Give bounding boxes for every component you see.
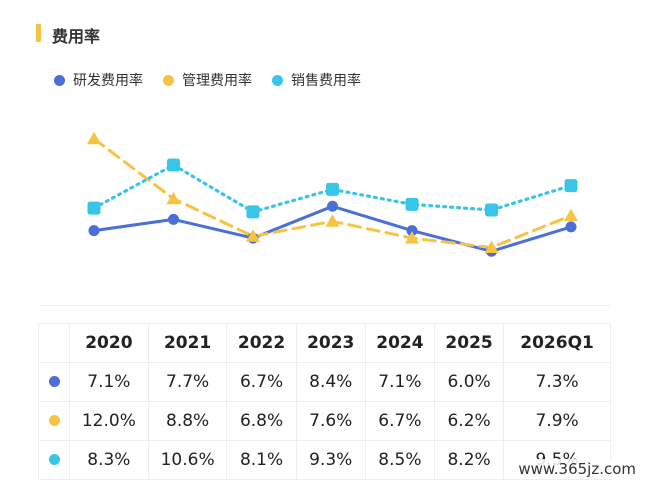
title-accent-bar <box>36 24 41 42</box>
series-0-point-1 <box>168 213 179 225</box>
series-0-point-0 <box>88 225 100 237</box>
table-cell: 10.6% <box>147 440 228 480</box>
series-2-point-5 <box>485 203 498 217</box>
table-row: 12.0% 8.8% 6.8% 7.6% 6.7% 6.2% 7.9% <box>38 401 611 441</box>
legend-label-admin: 管理费用率 <box>182 73 252 89</box>
series-1-point-1 <box>166 191 181 205</box>
table-cell: 7.7% <box>147 362 228 402</box>
series-2-point-3 <box>326 182 339 196</box>
series-2-point-6 <box>564 179 578 193</box>
legend-item-admin: 管理费用率 <box>163 70 252 90</box>
row-marker-sales <box>48 454 60 465</box>
table-header-cell: 2023 <box>295 323 366 363</box>
series-2-point-2 <box>246 205 260 219</box>
table-cell: 8.5% <box>364 440 435 480</box>
series-2-point-1 <box>167 158 180 172</box>
table-cell: 8.4% <box>295 362 366 402</box>
row-marker-cell <box>38 362 70 402</box>
series-0-point-3 <box>327 200 338 212</box>
table-row: 7.1% 7.7% 6.7% 8.4% 7.1% 6.0% 7.3% <box>38 362 611 402</box>
table-cell: 12.0% <box>69 401 149 441</box>
row-marker-cell <box>38 440 70 480</box>
data-table: 2020 2021 2022 2023 2024 2025 2026Q1 7.1… <box>38 323 611 480</box>
table-header-cell: 2025 <box>433 323 505 363</box>
legend-marker-sales <box>272 74 283 86</box>
table-header-cell: 2024 <box>364 323 435 363</box>
table-cell: 6.2% <box>433 401 505 441</box>
series-0-point-6 <box>565 221 577 233</box>
table-cell: 7.6% <box>295 401 366 441</box>
series-1-point-5 <box>484 240 499 253</box>
table-header-row: 2020 2021 2022 2023 2024 2025 2026Q1 <box>38 323 611 363</box>
watermark: www.365jz.com <box>514 459 640 479</box>
legend-label-sales: 销售费用率 <box>291 73 361 89</box>
table-header-blank <box>38 323 70 363</box>
series-2-point-0 <box>87 201 101 215</box>
chart-divider <box>40 305 610 306</box>
table-cell: 8.1% <box>226 440 297 480</box>
legend-label-rd: 研发费用率 <box>73 73 143 89</box>
table-cell: 6.7% <box>226 362 297 402</box>
table-cell: 7.9% <box>503 401 611 441</box>
table-cell: 9.3% <box>295 440 366 480</box>
series-1-point-0 <box>87 131 101 145</box>
legend-item-rd: 研发费用率 <box>54 70 143 90</box>
series-1-point-2 <box>246 229 260 242</box>
table-cell: 7.1% <box>364 362 435 402</box>
table-header-cell: 2022 <box>226 323 297 363</box>
row-marker-cell <box>38 401 70 441</box>
table-header-cell: 2021 <box>147 323 228 363</box>
table-header-cell: 2026Q1 <box>503 323 611 363</box>
chart-title: 费用率 <box>52 27 101 46</box>
table-cell: 8.2% <box>433 440 505 480</box>
table-cell: 8.3% <box>69 440 149 480</box>
table-cell: 7.1% <box>69 362 149 402</box>
table-cell: 6.0% <box>433 362 505 402</box>
series-2-point-4 <box>405 197 419 211</box>
legend-item-sales: 销售费用率 <box>272 70 361 90</box>
table-cell: 6.8% <box>226 401 297 441</box>
series-0-point-4 <box>406 225 418 237</box>
chart-legend: 研发费用率 管理费用率 销售费用率 <box>54 70 361 90</box>
table-cell: 8.8% <box>147 401 228 441</box>
legend-marker-admin <box>163 74 174 86</box>
series-1-point-4 <box>405 231 419 244</box>
table-header-cell: 2020 <box>69 323 149 363</box>
series-1-point-6 <box>564 208 578 222</box>
legend-marker-rd <box>54 74 65 86</box>
series-1-point-3 <box>325 214 340 227</box>
row-marker-rd <box>48 376 60 387</box>
table-cell: 6.7% <box>364 401 435 441</box>
table-row: 8.3% 10.6% 8.1% 9.3% 8.5% 8.2% 9.5% <box>38 440 611 480</box>
table-cell: 7.3% <box>503 362 611 402</box>
line-chart <box>87 131 578 257</box>
row-marker-admin <box>48 415 60 426</box>
